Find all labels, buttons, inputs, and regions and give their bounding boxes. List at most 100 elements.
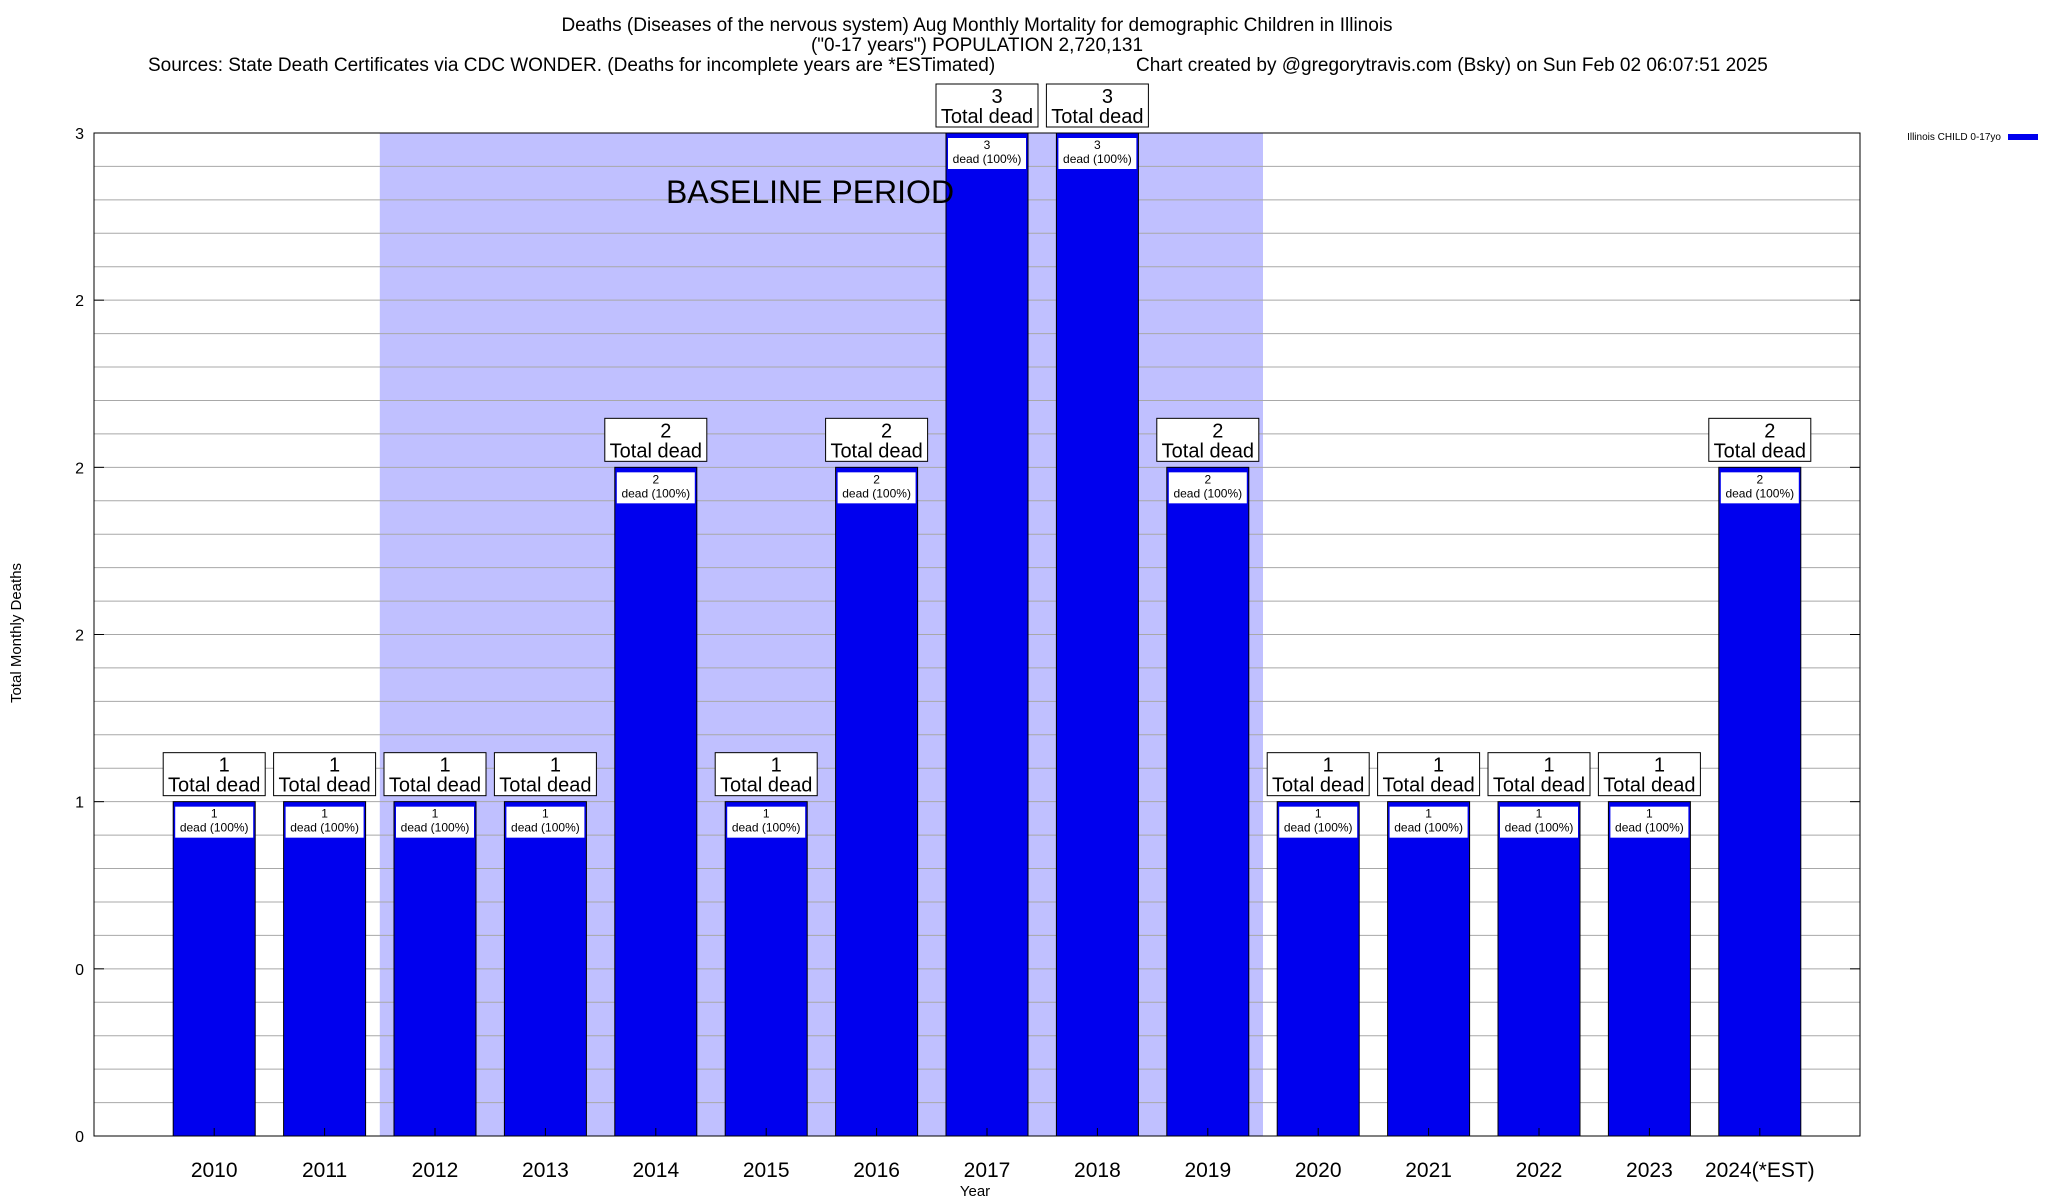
inner-label-box xyxy=(1720,472,1799,504)
inner-label-count: 2 xyxy=(873,472,880,486)
inner-label-box xyxy=(616,472,695,504)
inner-label-box xyxy=(506,806,585,838)
total-label-count: 1 xyxy=(771,755,782,777)
total-label-text: Total dead xyxy=(499,775,591,797)
x-axis-label: Year xyxy=(960,1183,990,1200)
inner-label-text: dead (100%) xyxy=(1725,486,1794,500)
y-tick-label: 0 xyxy=(75,1129,84,1146)
inner-label-box xyxy=(1500,806,1578,838)
total-label-box xyxy=(1377,752,1481,797)
bar-2018 xyxy=(1055,132,1139,1137)
inner-label-text: dead (100%) xyxy=(180,821,249,835)
total-label-text: Total dead xyxy=(720,775,812,797)
total-label-box xyxy=(1266,752,1370,797)
total-label-count: 1 xyxy=(329,755,340,777)
total-label-text: Total dead xyxy=(1272,775,1364,797)
x-tick-label-2024(*EST): 2024(*EST) xyxy=(1705,1159,1815,1182)
x-tick-label-2017: 2017 xyxy=(964,1159,1011,1182)
inner-label-count: 1 xyxy=(1536,807,1543,821)
total-label-box xyxy=(1597,752,1701,797)
total-label-text: Total dead xyxy=(168,775,260,797)
inner-label-box xyxy=(285,806,364,838)
chart-title-line-2: ("0-17 years") POPULATION 2,720,131 xyxy=(811,35,1143,56)
inner-label-box xyxy=(837,472,916,504)
inner-label-count: 3 xyxy=(984,138,991,152)
bar-2022 xyxy=(1497,801,1581,1137)
y-tick-label: 2 xyxy=(75,293,84,310)
bar-2024(*EST) xyxy=(1718,466,1802,1137)
total-label-text: Total dead xyxy=(1603,775,1695,797)
x-tick-label-2016: 2016 xyxy=(853,1159,900,1182)
total-label-box xyxy=(1487,752,1591,797)
inner-label-count: 2 xyxy=(1756,472,1763,486)
total-label-text: Total dead xyxy=(830,440,922,462)
y-tick-label: 3 xyxy=(75,126,84,143)
inner-label-count: 1 xyxy=(432,807,439,821)
inner-label-box xyxy=(948,138,1026,169)
inner-label-box xyxy=(1610,806,1689,838)
total-label-text: Total dead xyxy=(1714,440,1806,462)
bar-2011 xyxy=(283,801,367,1137)
chart-title-line-1: Deaths (Diseases of the nervous system) … xyxy=(561,15,1392,36)
total-label-count: 1 xyxy=(219,755,230,777)
inner-label-count: 1 xyxy=(1425,807,1432,821)
inner-label-count: 1 xyxy=(1315,807,1322,821)
total-label-count: 3 xyxy=(1102,86,1113,108)
y-axis-label: Total Monthly Deaths xyxy=(8,563,25,703)
bar-2021 xyxy=(1387,801,1471,1137)
inner-label-box xyxy=(396,806,474,838)
inner-label-count: 2 xyxy=(652,472,659,486)
total-label-count: 1 xyxy=(1543,755,1554,777)
inner-label-count: 1 xyxy=(1646,807,1653,821)
inner-label-text: dead (100%) xyxy=(953,152,1022,166)
total-label-text: Total dead xyxy=(1493,775,1585,797)
baseline-period-label: BASELINE PERIOD xyxy=(666,174,954,210)
total-label-box xyxy=(935,83,1039,128)
total-label-count: 3 xyxy=(991,86,1002,108)
inner-label-text: dead (100%) xyxy=(1173,486,1242,500)
inner-label-text: dead (100%) xyxy=(1615,821,1684,835)
total-label-box xyxy=(604,417,708,462)
inner-label-count: 1 xyxy=(211,807,218,821)
total-label-count: 2 xyxy=(881,420,892,442)
total-label-count: 1 xyxy=(1323,755,1334,777)
bar-2016 xyxy=(835,466,919,1137)
inner-label-text: dead (100%) xyxy=(1505,821,1574,835)
total-label-count: 1 xyxy=(1433,755,1444,777)
inner-label-count: 1 xyxy=(321,807,328,821)
y-tick-label: 2 xyxy=(75,460,84,477)
inner-label-count: 3 xyxy=(1094,138,1101,152)
y-tick-label: 2 xyxy=(75,628,84,645)
inner-label-box xyxy=(1279,806,1358,838)
total-label-text: Total dead xyxy=(1382,775,1474,797)
total-label-box xyxy=(825,417,929,462)
total-label-box xyxy=(1156,417,1260,462)
total-label-count: 2 xyxy=(660,420,671,442)
inner-label-box xyxy=(1058,138,1137,169)
inner-label-count: 2 xyxy=(1204,472,1211,486)
bar-2017 xyxy=(945,132,1029,1137)
bar-2019 xyxy=(1166,466,1250,1137)
inner-label-text: dead (100%) xyxy=(290,821,359,835)
total-label-count: 1 xyxy=(550,755,561,777)
x-tick-label-2023: 2023 xyxy=(1626,1159,1673,1182)
inner-label-count: 1 xyxy=(763,807,770,821)
inner-label-box xyxy=(1168,472,1247,504)
total-label-text: Total dead xyxy=(1162,440,1254,462)
total-label-count: 1 xyxy=(439,755,450,777)
